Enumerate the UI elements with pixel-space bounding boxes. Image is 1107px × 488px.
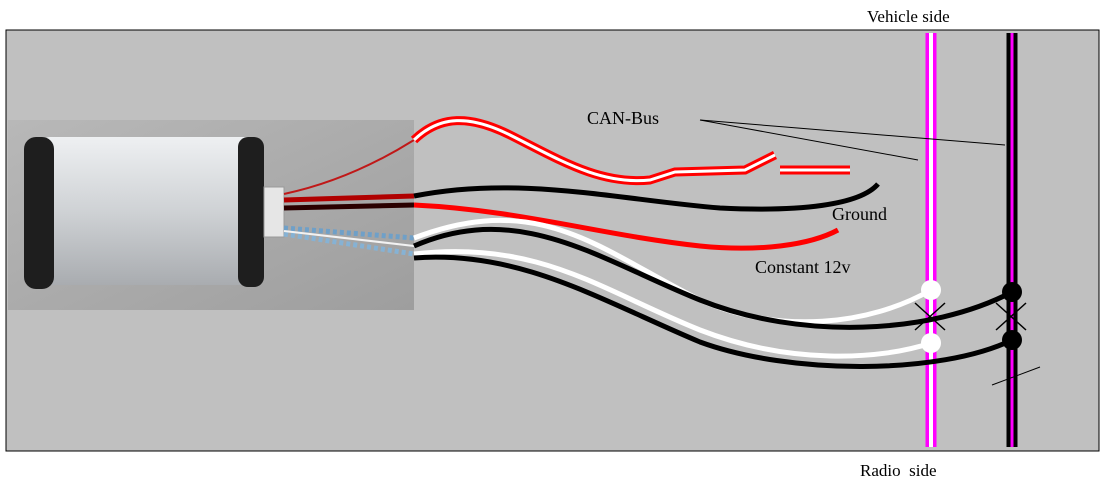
can-bus-leader-black	[699, 119, 1006, 146]
red-wire-can-top	[410, 116, 850, 186]
module-body	[40, 137, 262, 285]
junction-dot-icon	[1002, 330, 1022, 350]
module-endcap-left	[24, 137, 54, 289]
constant-12v-wire	[413, 202, 840, 251]
wire-marker-line	[991, 366, 1041, 386]
can-bus-label: CAN-Bus	[587, 108, 659, 128]
x-cut-icon	[995, 302, 1027, 331]
vehicle-side-label: Vehicle side	[867, 7, 950, 26]
constant-12v-label: Constant 12v	[755, 257, 851, 277]
module-connector	[263, 186, 285, 238]
junction-dot-icon	[921, 280, 941, 300]
radio-side-label: Radio side	[860, 461, 937, 480]
module-endcap-right	[238, 137, 264, 287]
ground-wire	[413, 182, 880, 212]
junction-dot-icon	[921, 333, 941, 353]
can-bus-leader-white	[699, 119, 919, 161]
ground-label: Ground	[832, 204, 887, 224]
interface-module-photo	[8, 120, 415, 310]
can-low-white-lower	[413, 249, 932, 359]
x-cut-icon	[914, 302, 946, 331]
junction-dot-icon	[1002, 282, 1022, 302]
can-high-black-lower	[413, 254, 1014, 369]
